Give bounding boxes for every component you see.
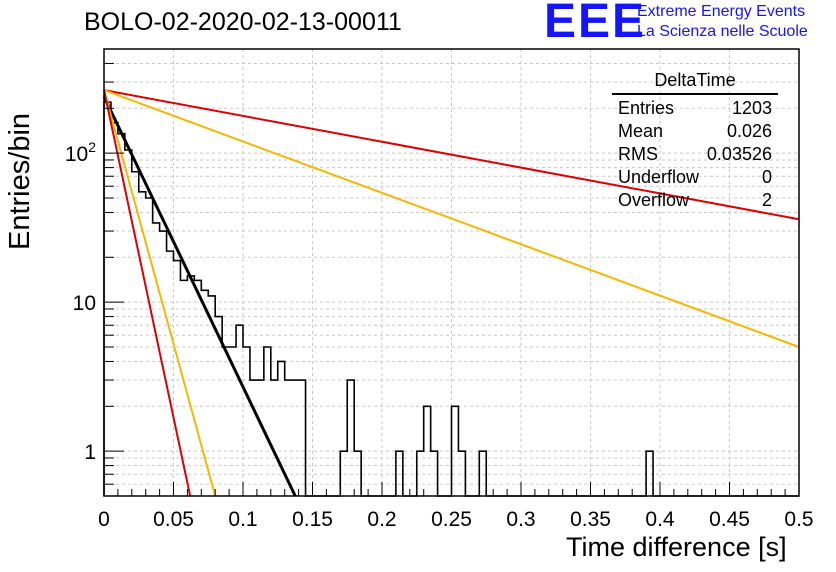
x-tick-label: 0.45: [709, 508, 750, 531]
stats-row-label: Mean: [618, 121, 664, 141]
logo-caption: Extreme Energy Events La Scienza nelle S…: [637, 2, 808, 42]
stats-row-label: Entries: [618, 98, 675, 118]
stats-row: Underflow 0: [612, 166, 778, 189]
y-tick-label: 102: [65, 139, 96, 166]
reference-line: [103, 89, 217, 497]
stats-row: Entries 1203: [612, 97, 778, 120]
x-tick-label: 0.4: [645, 508, 675, 531]
y-tick-label: 10: [73, 292, 96, 315]
stats-row: Mean 0.026: [612, 120, 778, 143]
x-tick-label: 0.2: [367, 508, 396, 531]
y-tick-label: 1: [84, 441, 96, 464]
x-tick-label: 0.25: [431, 508, 472, 531]
axis-ticks: [103, 48, 800, 497]
stats-row-label: Overflow: [618, 190, 690, 210]
plot-title: BOLO-02-2020-02-13-00011: [84, 8, 402, 36]
x-tick-label: 0.15: [292, 508, 333, 531]
x-tick-label: 0.1: [228, 508, 257, 531]
stats-row-value: 1203: [731, 98, 772, 118]
x-axis-label: Time difference [s]: [566, 532, 787, 562]
x-tick-label: 0.3: [506, 508, 535, 531]
reference-line: [103, 89, 800, 348]
logo-caption-line-2: La Scienza nelle Scuole: [637, 23, 808, 40]
x-tick-label: 0.35: [570, 508, 611, 531]
fit-line: [102, 95, 297, 497]
stats-row-value: 0.026: [726, 121, 772, 141]
stats-row-value: 0: [761, 167, 772, 187]
x-tick-label: 0: [98, 508, 110, 531]
stats-row: Overflow 2: [612, 189, 778, 212]
eee-logo: EEE: [544, 0, 647, 48]
logo-caption-line-1: Extreme Energy Events: [637, 3, 806, 20]
stats-row-value: 2: [761, 190, 772, 210]
x-tick-label: 0.5: [784, 508, 813, 531]
stats-rows: Entries 1203 Mean 0.026 RMS 0.03526 Underflow 0…: [612, 97, 778, 212]
stats-box: DeltaTime Entries 1203 Mean 0.026 RMS 0.03526…: [612, 70, 778, 212]
x-tick-label: 0.05: [153, 508, 194, 531]
stats-row-value: 0.03526: [706, 144, 772, 164]
reference-line: [103, 89, 800, 221]
axis-tick-labels: 0 0.05 0.1 0.15 0.2 0.25 0.3 0.35 0.4 0.45 0.5 1 10 1…: [65, 139, 814, 531]
stats-row: RMS 0.03526: [612, 143, 778, 166]
y-axis-label: Entries/bin: [4, 112, 36, 250]
stats-row-label: Underflow: [618, 167, 700, 187]
reference-line: [103, 89, 192, 497]
stats-row-label: RMS: [618, 144, 658, 164]
fit-lines: [102, 89, 800, 497]
stats-title: DeltaTime: [612, 70, 778, 95]
